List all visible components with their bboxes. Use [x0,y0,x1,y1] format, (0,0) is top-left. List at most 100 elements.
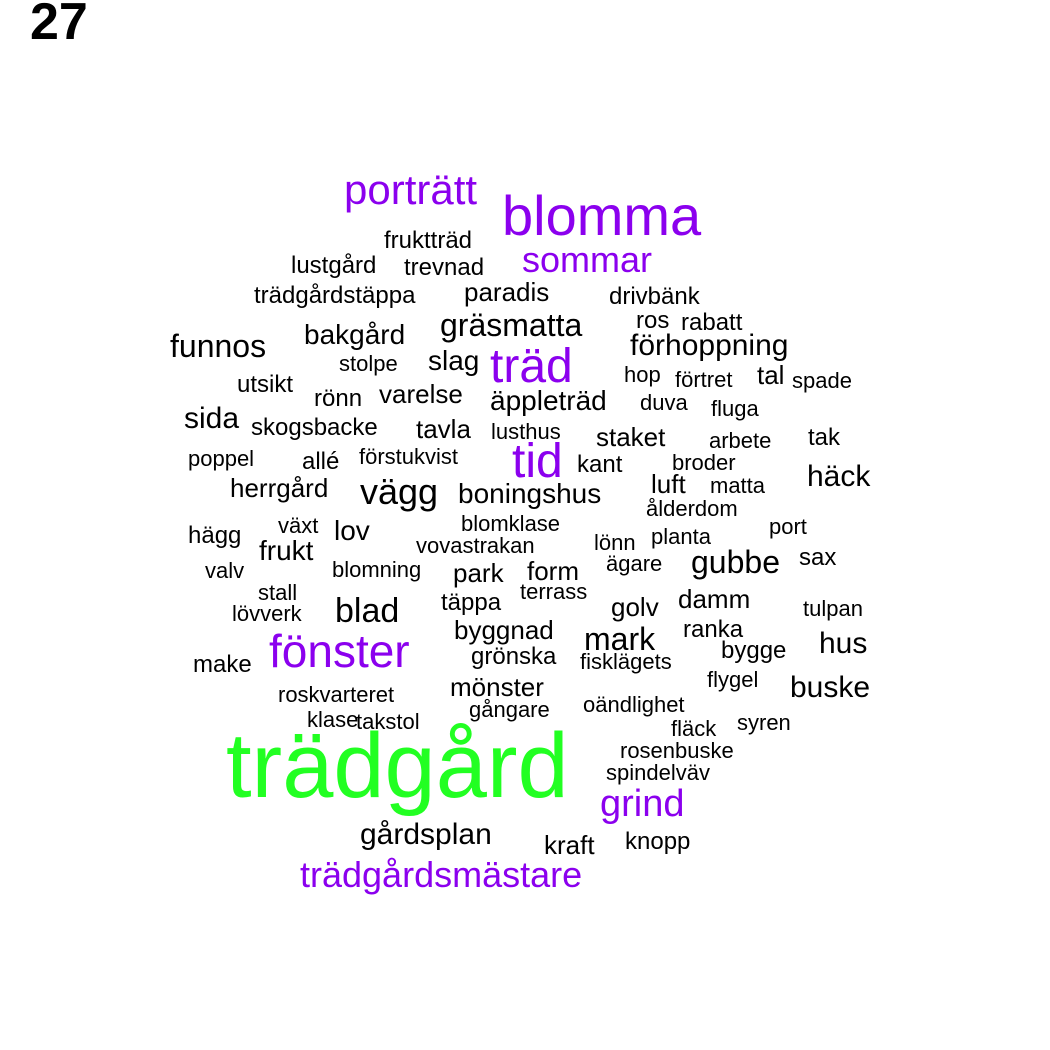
cloud-word: hus [819,627,868,660]
cloud-word: rosenbuske [620,738,734,763]
cloud-word: bakgård [304,319,406,350]
cloud-word: vägg [360,471,439,512]
cloud-word: planta [651,524,711,549]
cloud-word: fisklägets [580,649,672,674]
cloud-word: duva [640,390,688,415]
cloud-word: lov [334,515,370,546]
cloud-word: allé [302,448,340,475]
cloud-word: gräsmatta [440,307,583,343]
cloud-word: blomklase [461,511,561,536]
cloud-word: form [527,556,579,586]
cloud-word: blomma [502,184,702,247]
cloud-word: kant [577,451,623,478]
cloud-word: täppa [441,589,502,616]
cloud-word: byggnad [454,615,554,645]
cloud-word: hop [624,362,661,387]
cloud-word: ranka [683,616,744,643]
cloud-word: sommar [522,239,653,280]
cloud-word: gårdsplan [360,818,492,851]
cloud-word: tid [512,435,563,488]
cloud-word: blad [335,592,400,630]
cloud-word: matta [710,473,766,498]
cloud-word: lustgård [291,252,377,279]
cloud-word: port [769,514,807,539]
cloud-word: syren [737,710,791,735]
cloud-word: trädgårdsmästare [300,854,583,895]
cloud-word: gångare [469,697,550,722]
cloud-word: boningshus [458,478,602,509]
cloud-word: ägare [606,551,663,576]
cloud-word: porträtt [344,166,478,213]
cloud-word: bygge [721,637,787,664]
cloud-word: paradis [464,277,550,307]
cloud-word: skogsbacke [251,414,378,441]
cloud-word: stall [258,580,298,605]
cloud-word: klase [307,707,359,732]
cloud-word: make [193,651,252,678]
cloud-word: poppel [188,446,255,471]
cloud-word: terrass [520,579,588,604]
cloud-word: spindelväv [606,760,710,785]
cloud-word: buske [790,671,871,704]
cloud-word: golv [611,592,659,622]
cloud-word: tal [757,360,785,390]
cloud-word: fluga [711,396,759,421]
cloud-word: herrgård [230,473,329,503]
cloud-word: varelse [379,379,463,409]
cloud-word: hägg [188,522,242,549]
cloud-word: tavla [416,414,471,444]
cloud-word: förhoppning [630,329,789,362]
cloud-word: växt [278,513,319,538]
cloud-word: spade [792,368,852,393]
cloud-word: förstukvist [359,444,459,469]
cloud-word: roskvarteret [278,682,395,707]
cloud-word: lövverk [232,601,302,626]
cloud-word: trädgård [226,715,569,817]
cloud-word: sida [184,402,240,435]
cloud-word: vovastrakan [416,533,535,558]
cloud-word: frukt [259,535,314,566]
cloud-word: äppleträd [490,385,607,416]
cloud-word: rönn [314,385,363,412]
cloud-word: valv [205,558,245,583]
cloud-word: funnos [170,328,267,364]
cloud-word: fönster [269,625,410,677]
cloud-word: blomning [332,557,422,582]
cloud-word: lusthus [491,419,561,444]
cloud-word: fruktträd [384,227,473,254]
cloud-word: tak [808,424,841,451]
cloud-word: grind [600,783,685,825]
cloud-word: takstol [356,709,420,734]
cloud-word: arbete [709,428,772,453]
cloud-word: lönn [594,530,636,555]
cloud-word: park [453,558,504,588]
cloud-word: mark [584,621,656,657]
cloud-word: ålderdom [646,496,738,521]
cloud-word: tulpan [803,596,863,621]
cloud-word: trädgårdstäppa [254,282,416,309]
cloud-word: drivbänk [609,283,700,310]
cloud-word: oändlighet [583,692,685,717]
cloud-word: knopp [625,828,691,855]
cloud-word: rabatt [681,309,743,336]
cloud-word: kraft [544,830,595,860]
cloud-word: flygel [707,667,759,692]
cloud-word: häck [807,460,871,493]
page-number: 27 [30,0,88,51]
cloud-word: staket [596,422,666,452]
cloud-word: luft [651,469,686,499]
cloud-word: grönska [471,643,557,670]
cloud-word: damm [678,584,751,614]
cloud-word: förtret [675,367,733,392]
cloud-word: stolpe [339,351,398,376]
cloud-word: gubbe [691,544,780,580]
cloud-word: broder [672,450,736,475]
cloud-word: mönster [450,672,544,702]
cloud-word: ros [636,307,670,334]
cloud-word: träd [490,340,573,393]
cloud-word: sax [799,544,837,571]
cloud-word: utsikt [237,371,294,398]
cloud-word: trevnad [404,254,485,281]
